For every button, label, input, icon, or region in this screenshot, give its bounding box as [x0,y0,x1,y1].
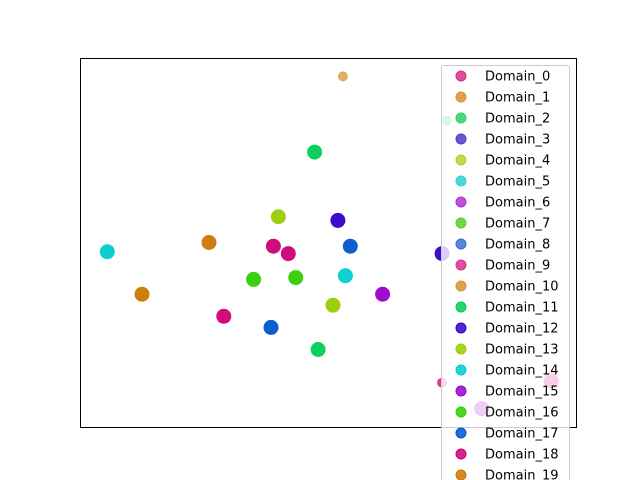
legend-label-domain-10: Domain_10 [485,280,559,295]
point-domain-17-1 [263,319,279,335]
point-domain-11-0 [307,144,323,160]
legend-marker-domain-15 [455,385,467,397]
point-domain-18-2 [216,308,232,324]
point-domain-11-1 [310,342,326,357]
legend-marker-domain-1 [455,91,467,103]
legend-marker-domain-3 [455,133,467,145]
legend-label-domain-4: Domain_4 [485,154,550,169]
point-domain-13-0 [270,209,286,225]
legend-marker-domain-16 [455,406,467,418]
legend-marker-domain-4 [455,154,467,166]
point-domain-15-0 [375,286,391,302]
point-domain-17-0 [342,238,358,254]
legend-marker-domain-17 [455,427,467,439]
legend-label-domain-12: Domain_12 [485,322,559,337]
legend-marker-domain-14 [455,364,467,376]
legend-frame [441,65,570,480]
point-domain-18-1 [280,246,296,262]
point-domain-12-0 [330,212,346,228]
point-domain-14-0 [99,244,115,260]
legend-label-domain-11: Domain_11 [485,301,559,316]
legend-label-domain-17: Domain_17 [485,427,559,442]
legend-label-domain-14: Domain_14 [485,364,559,379]
legend-label-domain-0: Domain_0 [485,70,550,85]
legend-marker-domain-9 [455,259,467,271]
legend-label-domain-2: Domain_2 [485,112,550,127]
point-domain-16-1 [288,270,304,286]
legend-marker-domain-7 [455,217,467,229]
legend-marker-domain-10 [455,280,467,292]
point-domain-1-0 [337,71,348,82]
legend-marker-domain-2 [455,112,467,124]
legend-marker-domain-12 [455,322,467,334]
legend-marker-domain-19 [455,469,467,480]
legend-label-domain-13: Domain_13 [485,343,559,358]
legend-marker-domain-5 [455,175,467,187]
legend: Domain_0 Domain_1 Domain_2 Domain_3 Domain_4… [441,65,570,480]
legend-label-domain-8: Domain_8 [485,238,550,253]
point-domain-19-0 [201,235,217,250]
legend-marker-domain-13 [455,343,467,355]
legend-label-domain-16: Domain_16 [485,406,559,421]
legend-marker-domain-6 [455,196,467,208]
legend-label-domain-9: Domain_9 [485,259,550,274]
legend-marker-domain-0 [455,70,467,82]
point-domain-16-0 [246,271,262,287]
legend-marker-domain-11 [455,301,467,313]
legend-label-domain-18: Domain_18 [485,448,559,463]
legend-label-domain-6: Domain_6 [485,196,550,211]
legend-label-domain-15: Domain_15 [485,385,559,400]
legend-label-domain-5: Domain_5 [485,175,550,190]
legend-label-domain-19: Domain_19 [485,469,559,480]
point-domain-13-1 [325,297,341,313]
legend-label-domain-3: Domain_3 [485,133,550,148]
point-domain-19-1 [134,286,150,302]
legend-label-domain-1: Domain_1 [485,91,550,106]
point-domain-18-0 [265,238,281,254]
legend-marker-domain-18 [455,448,467,460]
legend-marker-domain-8 [455,238,467,250]
point-domain-14-1 [337,268,353,284]
legend-label-domain-7: Domain_7 [485,217,550,232]
